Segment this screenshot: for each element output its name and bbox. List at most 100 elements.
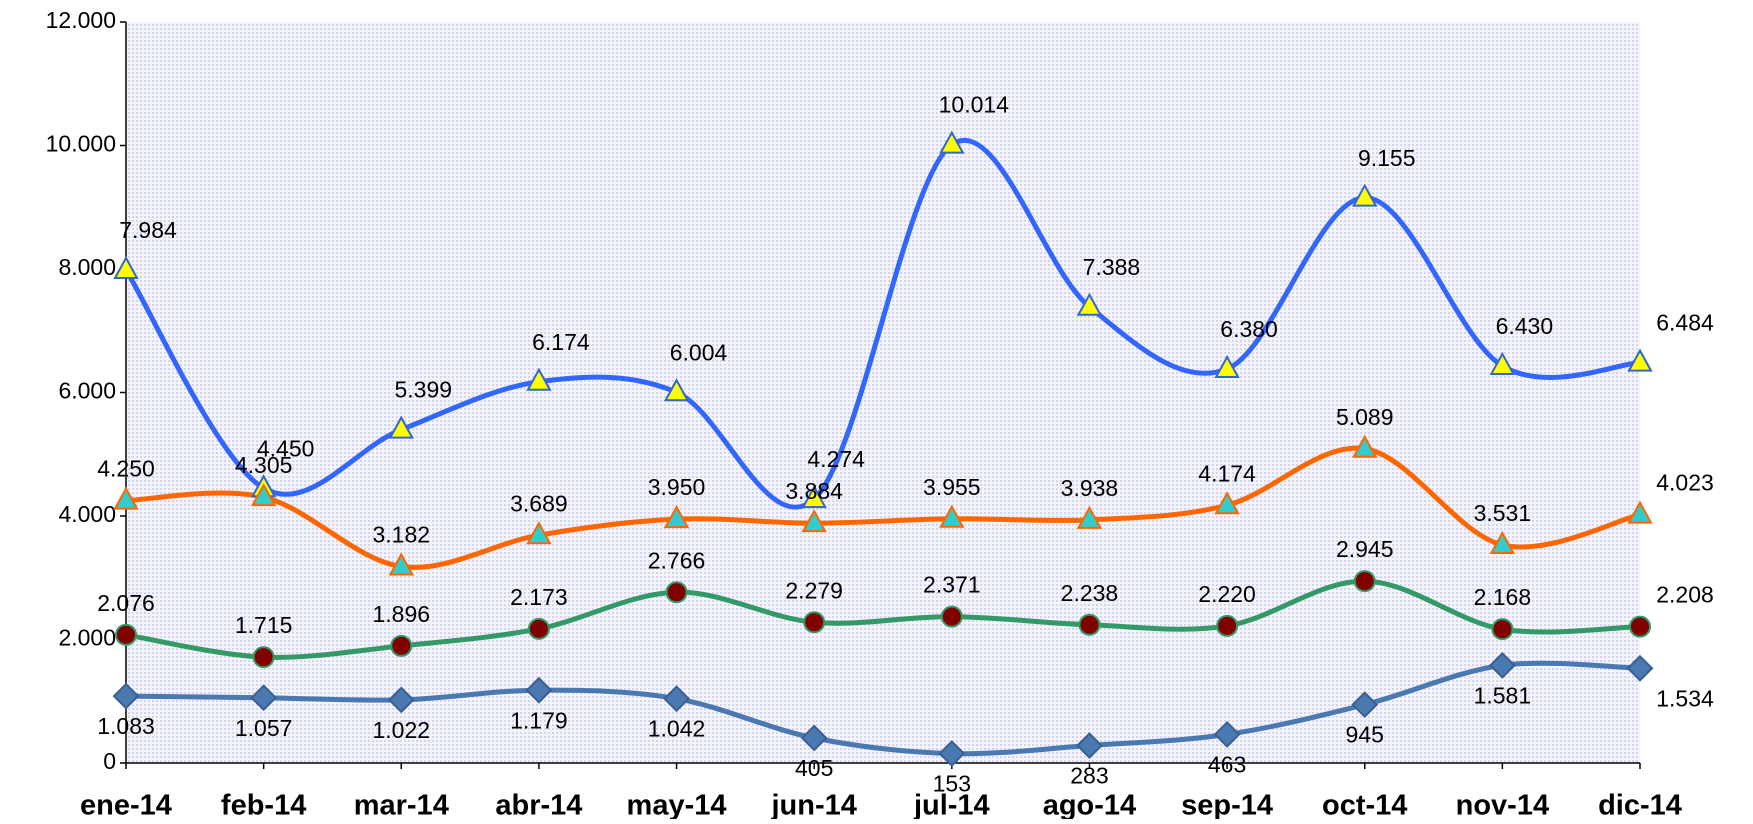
- marker: [1214, 354, 1240, 379]
- marker: [525, 676, 553, 704]
- x-tick-label: mar-14: [354, 790, 449, 819]
- value-label: 283: [1070, 763, 1108, 789]
- value-label: 7.388: [1083, 254, 1141, 280]
- marker: [527, 617, 550, 640]
- marker: [1489, 351, 1516, 375]
- value-label: 3.950: [648, 474, 706, 500]
- value-label: 5.399: [394, 377, 452, 403]
- value-label: 1.042: [648, 716, 706, 742]
- value-label: 3.884: [785, 478, 843, 504]
- x-tick-label: ene-14: [80, 790, 172, 819]
- y-tick-label: 8.000: [58, 254, 116, 280]
- value-label: 6.004: [670, 339, 728, 365]
- plot-area: [126, 22, 1640, 763]
- value-label: 405: [795, 755, 833, 781]
- marker: [1076, 505, 1103, 529]
- value-label: 7.984: [119, 217, 177, 243]
- x-tick-label: jul-14: [913, 790, 990, 819]
- value-label: 1.179: [510, 707, 568, 733]
- marker: [663, 685, 690, 713]
- marker: [803, 611, 826, 634]
- value-label: 945: [1346, 722, 1384, 748]
- y-tick-label: 6.000: [58, 378, 116, 404]
- marker: [113, 255, 139, 279]
- value-label: 6.174: [532, 329, 590, 355]
- value-label: 3.182: [372, 522, 430, 548]
- marker: [1076, 292, 1103, 316]
- value-label: 9.155: [1358, 145, 1416, 171]
- marker: [113, 486, 139, 510]
- marker: [665, 581, 688, 604]
- marker: [250, 483, 277, 507]
- x-tick-label: jun-14: [770, 790, 856, 819]
- value-label: 1.083: [97, 713, 155, 739]
- x-tick-label: sep-14: [1181, 790, 1273, 819]
- marker: [939, 504, 965, 528]
- marker: [1351, 691, 1379, 719]
- marker: [388, 415, 414, 439]
- x-tick-label: may-14: [627, 790, 727, 819]
- value-label: 1.534: [1656, 685, 1714, 711]
- series-line: [125, 445, 1641, 570]
- marker: [801, 485, 827, 509]
- marker: [1352, 183, 1378, 207]
- value-label: 2.766: [648, 547, 706, 573]
- x-tick-label: nov-14: [1456, 790, 1549, 819]
- value-label: 1.057: [235, 715, 293, 741]
- marker: [1216, 614, 1239, 637]
- marker: [800, 724, 828, 752]
- value-label: 2.168: [1474, 584, 1532, 610]
- x-tick-label: abr-14: [495, 790, 582, 819]
- value-label: 2.279: [785, 577, 843, 603]
- y-tick-label: 0: [103, 748, 116, 774]
- value-label: 1.022: [372, 717, 430, 743]
- marker: [250, 684, 278, 712]
- marker: [938, 740, 966, 767]
- value-label: 2.173: [510, 584, 568, 610]
- marker: [1352, 434, 1378, 458]
- value-label: 5.089: [1336, 404, 1394, 430]
- value-label: 3.531: [1474, 500, 1532, 526]
- marker: [1353, 570, 1376, 593]
- y-tick-label: 2.000: [58, 625, 116, 651]
- marker: [1214, 491, 1240, 515]
- y-tick-label: 10.000: [46, 131, 116, 157]
- value-label: 10.014: [939, 92, 1010, 118]
- marker: [252, 646, 275, 669]
- marker: [526, 521, 552, 545]
- value-label: 2.945: [1336, 536, 1394, 562]
- value-label: 2.238: [1061, 580, 1119, 606]
- marker: [1488, 651, 1516, 679]
- value-label: 4.274: [807, 446, 865, 472]
- value-label: 4.023: [1656, 470, 1714, 496]
- marker: [1078, 613, 1101, 636]
- marker: [939, 130, 965, 154]
- value-label: 4.174: [1198, 460, 1256, 486]
- marker: [663, 378, 690, 402]
- value-label: 2.076: [97, 590, 155, 616]
- marker: [1626, 654, 1654, 682]
- value-label: 6.430: [1496, 313, 1554, 339]
- x-tick-label: dic-14: [1598, 790, 1682, 819]
- y-tick-label: 12.000: [46, 7, 116, 33]
- marker: [663, 505, 690, 529]
- value-label: 1.581: [1474, 682, 1532, 708]
- marker: [1627, 348, 1653, 372]
- marker: [1213, 720, 1241, 748]
- marker: [801, 509, 827, 533]
- marker: [390, 634, 413, 657]
- marker: [388, 552, 414, 576]
- marker: [1491, 618, 1514, 641]
- value-label: 1.896: [372, 601, 430, 627]
- marker: [1076, 732, 1103, 759]
- y-tick-label: 4.000: [58, 501, 116, 527]
- marker: [387, 686, 415, 714]
- value-label: 6.380: [1220, 316, 1278, 342]
- value-label: 4.305: [235, 452, 293, 478]
- value-label: 4.450: [257, 435, 315, 461]
- value-label: 3.689: [510, 490, 568, 516]
- value-label: 2.371: [923, 572, 981, 598]
- marker: [940, 605, 963, 628]
- marker: [526, 367, 552, 391]
